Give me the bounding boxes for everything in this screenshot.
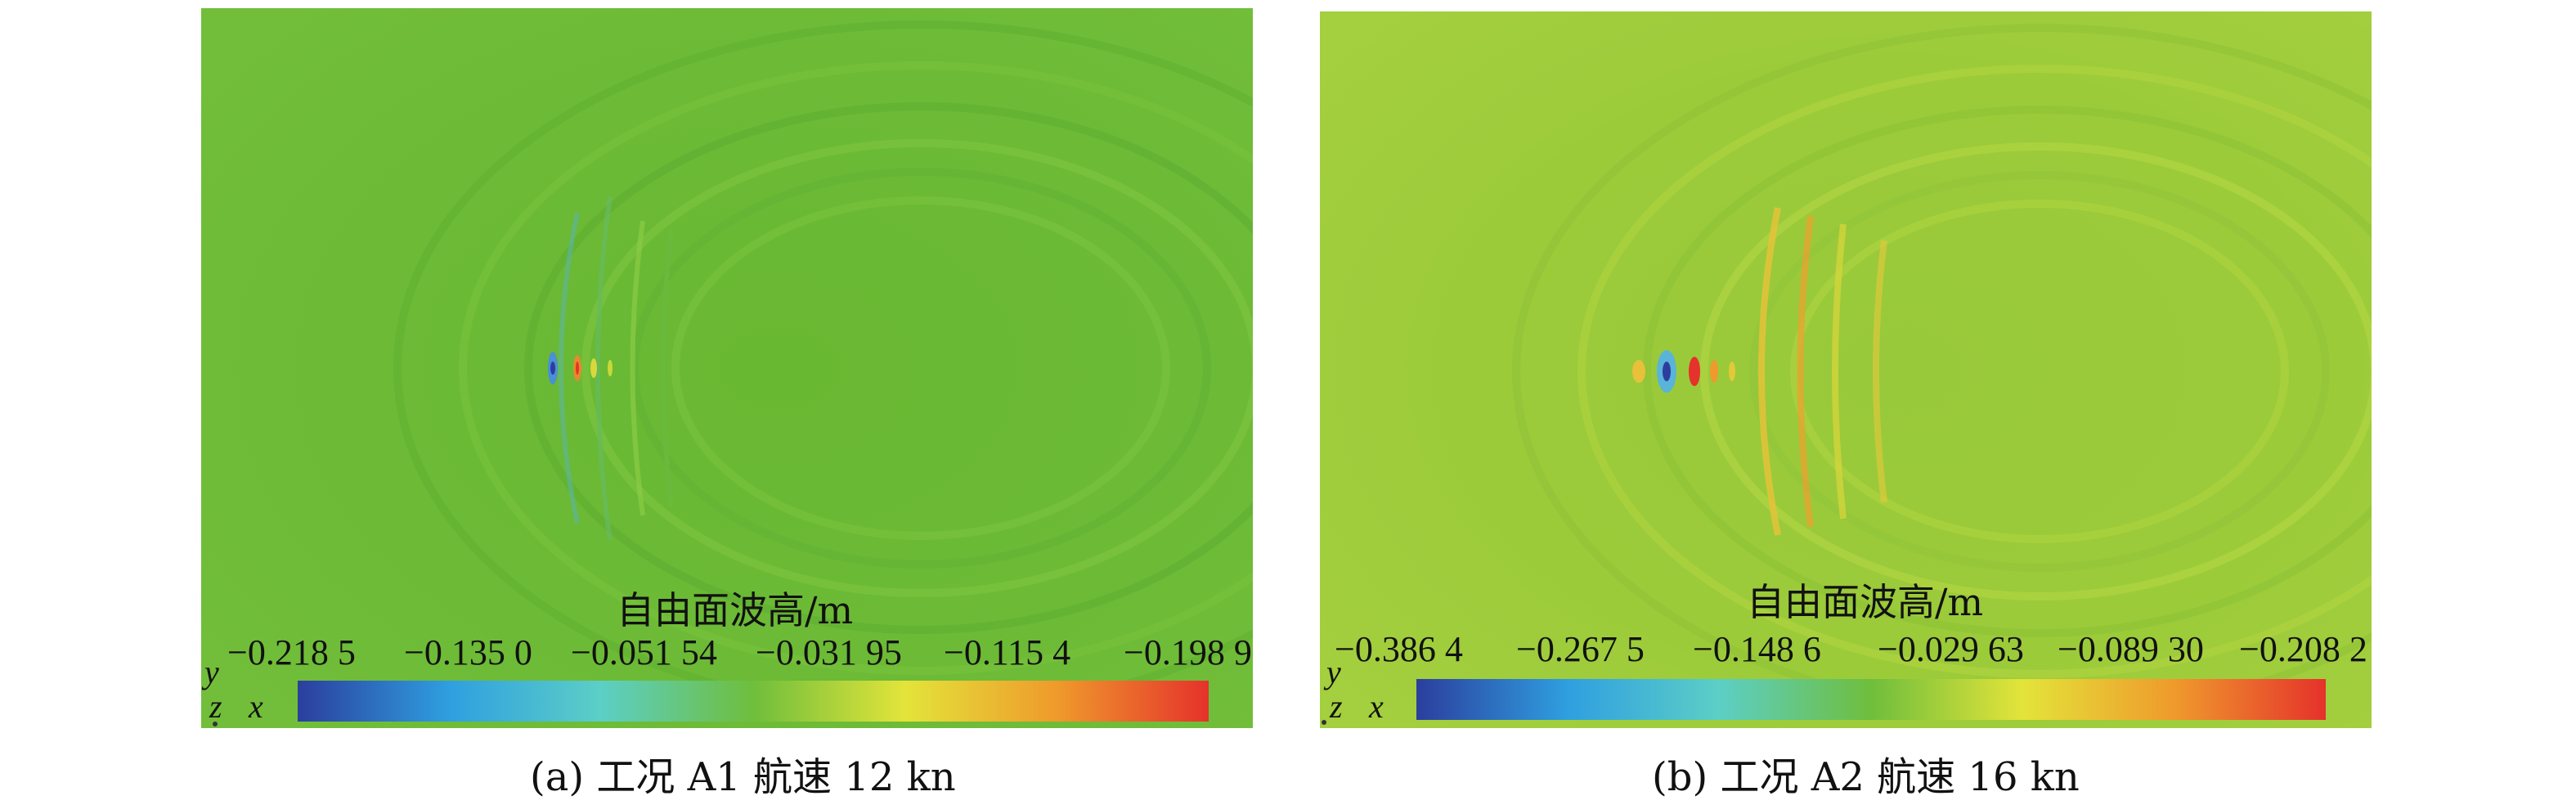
colorbar-tick: −0.267 5	[1516, 629, 1645, 669]
axis-y-label: y	[204, 654, 219, 690]
axis-z-label: z	[209, 688, 222, 725]
colorbar-tick: −0.089 30	[2058, 629, 2204, 669]
axis-origin-icon	[1322, 720, 1326, 725]
colorbar-tick: −0.148 6	[1693, 629, 1821, 669]
kelvin-wave-arcs	[559, 196, 674, 541]
axis-x-label: x	[249, 688, 263, 725]
colorbar-tick: −0.386 4	[1335, 629, 1463, 669]
colorbar-ticks-b: −0.386 4 −0.267 5 −0.148 6 −0.029 63 −0.…	[1320, 628, 2372, 674]
contour-panel-a: 自由面波高/m −0.218 5 −0.135 0 −0.051 54 −0.0…	[201, 8, 1253, 728]
colorbar-ticks-a: −0.218 5 −0.135 0 −0.051 54 −0.031 95 −0…	[201, 632, 1253, 677]
bow-disturbance	[1632, 350, 1735, 393]
caption-b: (b) 工况 A2 航速 16 kn	[1652, 754, 2080, 800]
colorbar-b	[1416, 679, 2326, 720]
colorbar-tick: −0.135 0	[404, 632, 532, 672]
colorbar-tick: −0.218 5	[227, 632, 356, 672]
contour-panel-b: 自由面波高/m −0.386 4 −0.267 5 −0.148 6 −0.02…	[1320, 11, 2372, 728]
axis-z-label: z	[1330, 688, 1343, 725]
kelvin-wave-arcs	[1758, 207, 1887, 536]
colorbar-a	[298, 681, 1209, 722]
colorbar-tick: −0.115 4	[944, 632, 1071, 672]
axis-y-label: y	[1326, 654, 1341, 690]
axis-origin-icon	[213, 722, 218, 726]
colorbar-tick: −0.208 2	[2239, 629, 2367, 669]
caption-a: (a) 工况 A1 航速 12 kn	[530, 754, 956, 800]
wave-field-a	[201, 8, 1253, 728]
colorbar-tick: −0.029 63	[1878, 629, 2024, 669]
colorbar-tick: −0.051 54	[571, 632, 717, 672]
colorbar-tick: −0.198 9	[1124, 632, 1252, 672]
bow-disturbance	[548, 352, 613, 385]
wave-field-b	[1320, 11, 2372, 728]
colorbar-title-b: 自由面波高/m	[1747, 580, 1984, 624]
colorbar-title-a: 自由面波高/m	[617, 588, 854, 632]
axis-x-label: x	[1369, 688, 1384, 725]
colorbar-tick: −0.031 95	[756, 632, 902, 672]
